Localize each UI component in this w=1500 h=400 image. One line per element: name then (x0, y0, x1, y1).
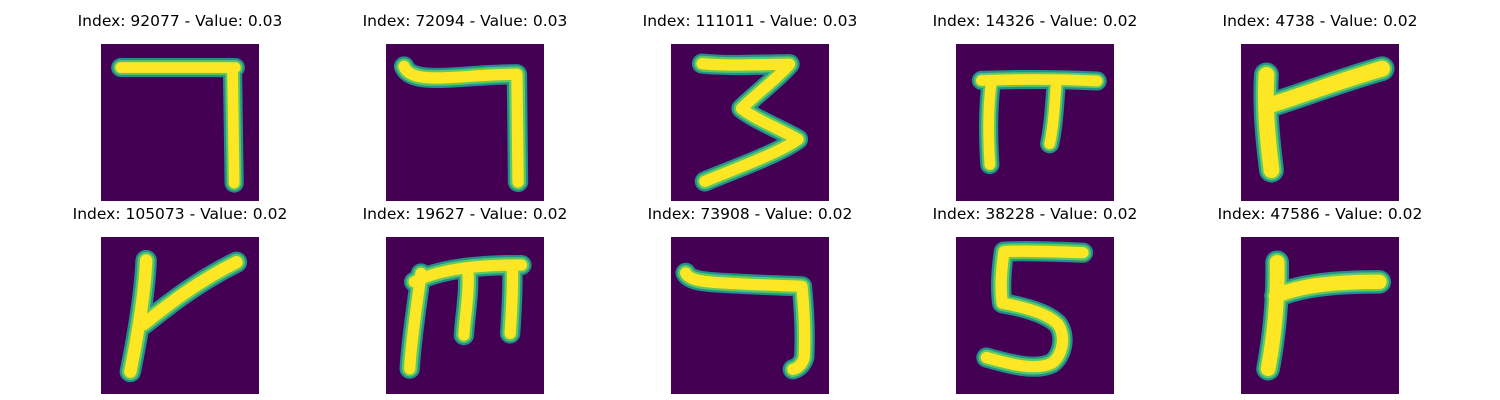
panel-title: Index: 19627 - Value: 0.02 (362, 205, 568, 223)
handwritten-digit-image (671, 237, 829, 394)
image-panel: Index: 38228 - Value: 0.02 (905, 203, 1165, 394)
image-panel: Index: 72094 - Value: 0.03 (335, 10, 595, 201)
handwritten-digit-image (956, 44, 1114, 201)
handwritten-digit-image (386, 237, 544, 394)
image-panel: Index: 105073 - Value: 0.02 (50, 203, 310, 394)
handwritten-digit-image (956, 237, 1114, 394)
panel-title: Index: 14326 - Value: 0.02 (932, 12, 1138, 30)
image-panel: Index: 47586 - Value: 0.02 (1190, 203, 1450, 394)
image-panel: Index: 92077 - Value: 0.03 (50, 10, 310, 201)
panel-title: Index: 72094 - Value: 0.03 (362, 12, 568, 30)
handwritten-digit-image (101, 237, 259, 394)
handwritten-digit-image (1241, 44, 1399, 201)
handwritten-digit-image (101, 44, 259, 201)
image-panel: Index: 111011 - Value: 0.03 (620, 10, 880, 201)
panel-title: Index: 4738 - Value: 0.02 (1222, 12, 1418, 30)
handwritten-digit-image (671, 44, 829, 201)
image-panel: Index: 19627 - Value: 0.02 (335, 203, 595, 394)
panel-title: Index: 73908 - Value: 0.02 (647, 205, 853, 223)
panel-title: Index: 111011 - Value: 0.03 (642, 12, 858, 30)
panel-title: Index: 92077 - Value: 0.03 (77, 12, 283, 30)
panel-title: Index: 47586 - Value: 0.02 (1217, 205, 1423, 223)
panel-title: Index: 38228 - Value: 0.02 (932, 205, 1138, 223)
image-panel: Index: 14326 - Value: 0.02 (905, 10, 1165, 201)
image-panel: Index: 73908 - Value: 0.02 (620, 203, 880, 394)
panel-title: Index: 105073 - Value: 0.02 (72, 205, 288, 223)
handwritten-digit-image (1241, 237, 1399, 394)
handwritten-digit-image (386, 44, 544, 201)
image-panel: Index: 4738 - Value: 0.02 (1190, 10, 1450, 201)
